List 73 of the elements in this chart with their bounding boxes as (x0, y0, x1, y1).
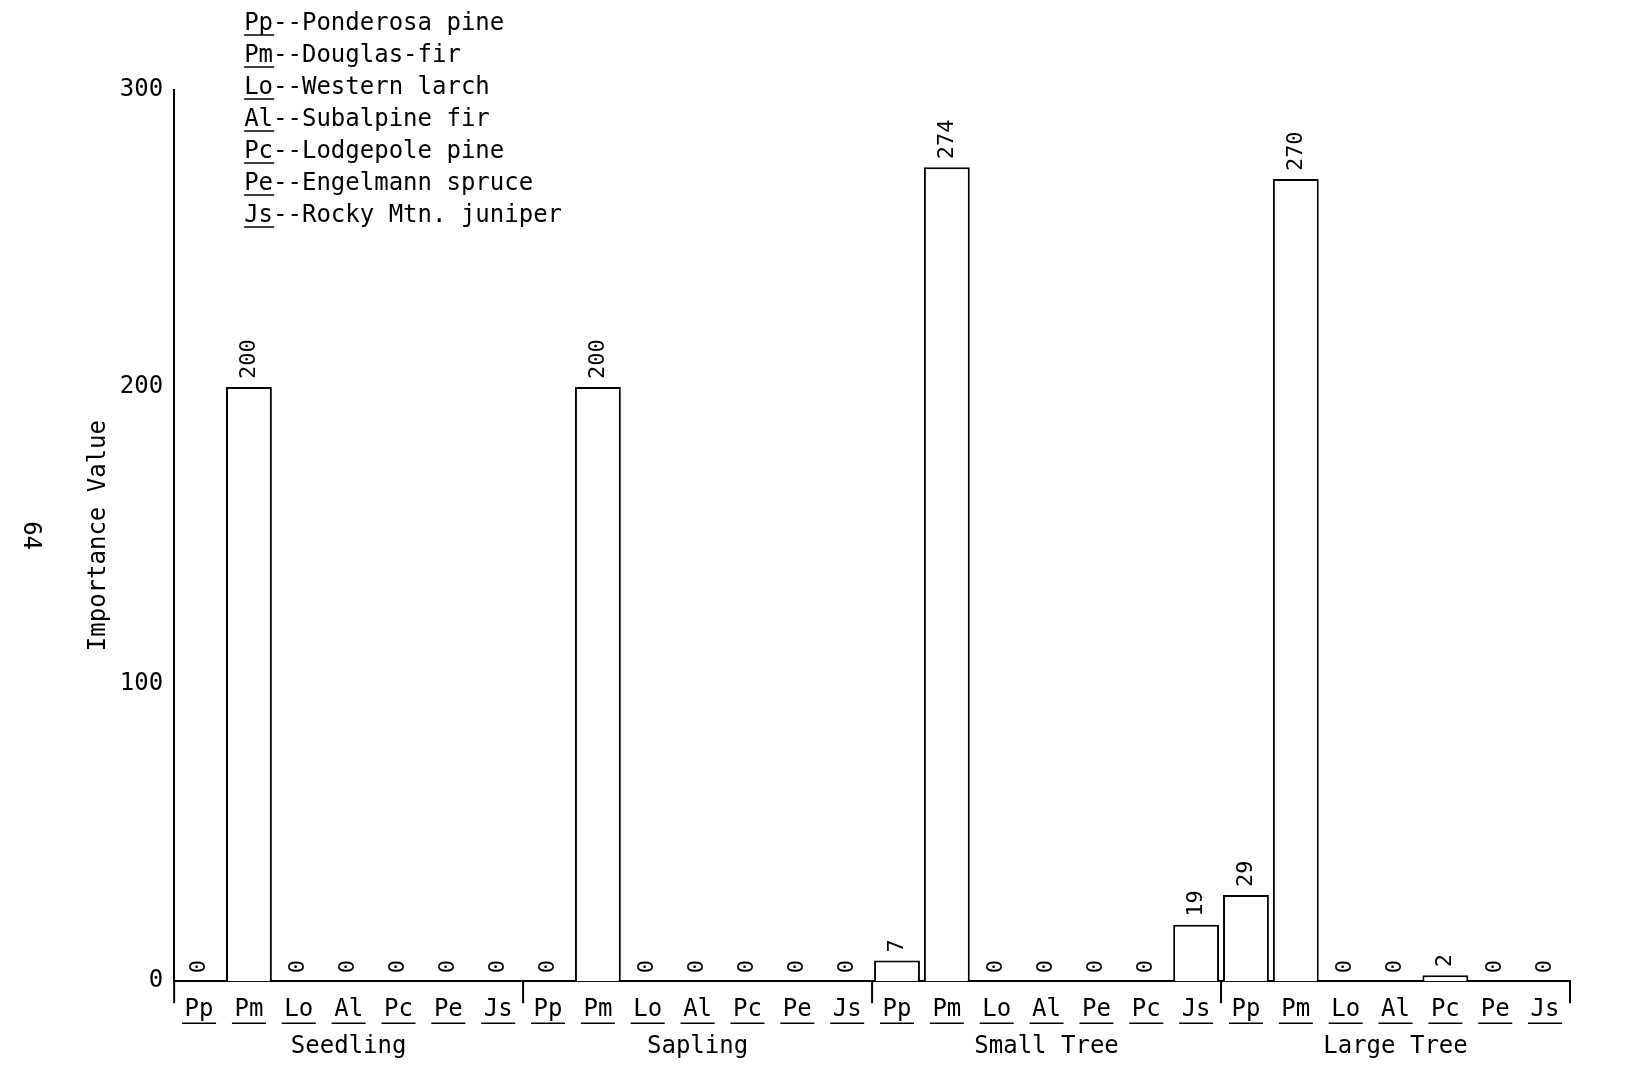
x-tick-label: Al (334, 993, 364, 1022)
text: Pm--Douglas-fir (244, 40, 461, 68)
data-label: 0 (1082, 959, 1108, 974)
x-tick-label: Pc (384, 993, 413, 1022)
x-tick-label: Al (1032, 993, 1062, 1022)
data-label: 7 (882, 939, 908, 953)
text: Large Tree (1323, 1031, 1468, 1060)
annotation: Al--Subalpine fir (244, 104, 490, 132)
text: Seedling (290, 1031, 407, 1060)
x-tick-label: Pe (1480, 993, 1510, 1022)
x-tick-label: Pp (1231, 993, 1261, 1022)
annotation: Js--Rocky Mtn. juniper (244, 200, 563, 228)
x-tick-label: Pp (533, 993, 563, 1022)
text: 64 (17, 521, 46, 551)
x-tick-label: Lo (982, 993, 1012, 1022)
x-tick-label: Al (683, 993, 713, 1022)
y-tick-label: 0 (148, 965, 164, 994)
x-tick-label: Pe (433, 993, 463, 1022)
data-label: 200 (583, 339, 609, 380)
x-tick-label: Js (483, 993, 513, 1022)
text: Sapling (647, 1031, 749, 1060)
data-label: 0 (1381, 959, 1407, 974)
x-tick-label: Lo (284, 993, 314, 1022)
data-label: 0 (783, 959, 809, 974)
data-label: 2 (1431, 954, 1457, 968)
data-label: 29 (1231, 860, 1257, 888)
x-tick-label: Pm (234, 993, 264, 1022)
data-label: 0 (733, 959, 759, 974)
x-tick-label: Al (1381, 993, 1410, 1022)
y-tick-label: 100 (119, 668, 164, 697)
data-label: 0 (633, 959, 659, 974)
x-tick-label: Js (832, 993, 862, 1022)
data-label: 0 (184, 959, 210, 974)
x-tick-label: Pc (1430, 993, 1460, 1022)
data-label: 0 (434, 959, 460, 974)
x-tick-label: Lo (1331, 993, 1361, 1022)
data-label: 0 (1480, 959, 1506, 974)
annotation: Pc--Lodgepole pine (244, 136, 505, 164)
x-tick-label: Lo (633, 993, 663, 1022)
data-label: 0 (1331, 959, 1357, 974)
data-label: 0 (683, 959, 709, 974)
data-label: 270 (1281, 131, 1307, 172)
x-tick-label: Pc (732, 993, 762, 1022)
y-axis-title: Importance Value (82, 420, 111, 652)
x-tick-label: Pp (184, 993, 214, 1022)
text: Small Tree (974, 1031, 1119, 1060)
data-label: 0 (1131, 959, 1157, 974)
data-label: 0 (483, 959, 509, 974)
data-label: 274 (932, 119, 958, 160)
y-tick-label: 200 (119, 371, 164, 400)
data-label: 0 (533, 959, 559, 974)
x-tick-label: Pm (932, 993, 962, 1022)
annotation: Pe--Engelmann spruce (244, 168, 534, 196)
x-tick-label: Pe (1081, 993, 1111, 1022)
data-label: 0 (334, 959, 360, 974)
x-tick-label: Js (1530, 993, 1560, 1022)
data-label: 0 (384, 959, 410, 974)
x-tick-label: Js (1181, 993, 1211, 1022)
annotation: Lo--Western larch (244, 72, 490, 100)
y-tick-label: 300 (119, 74, 164, 103)
x-tick-label: Pe (782, 993, 812, 1022)
x-tick-label: Pp (882, 993, 912, 1022)
data-label: 0 (1032, 959, 1058, 974)
x-tick-label: Pm (1281, 993, 1311, 1022)
x-tick-label: Pm (583, 993, 613, 1022)
data-label: 0 (982, 959, 1008, 974)
data-label: 0 (1530, 959, 1556, 974)
data-label: 0 (284, 959, 310, 974)
data-label: 19 (1181, 890, 1207, 917)
x-tick-label: Pc (1131, 993, 1161, 1022)
data-label: 200 (234, 339, 260, 380)
text: Pp--Ponderosa pine (244, 8, 505, 36)
data-label: 0 (832, 959, 858, 974)
